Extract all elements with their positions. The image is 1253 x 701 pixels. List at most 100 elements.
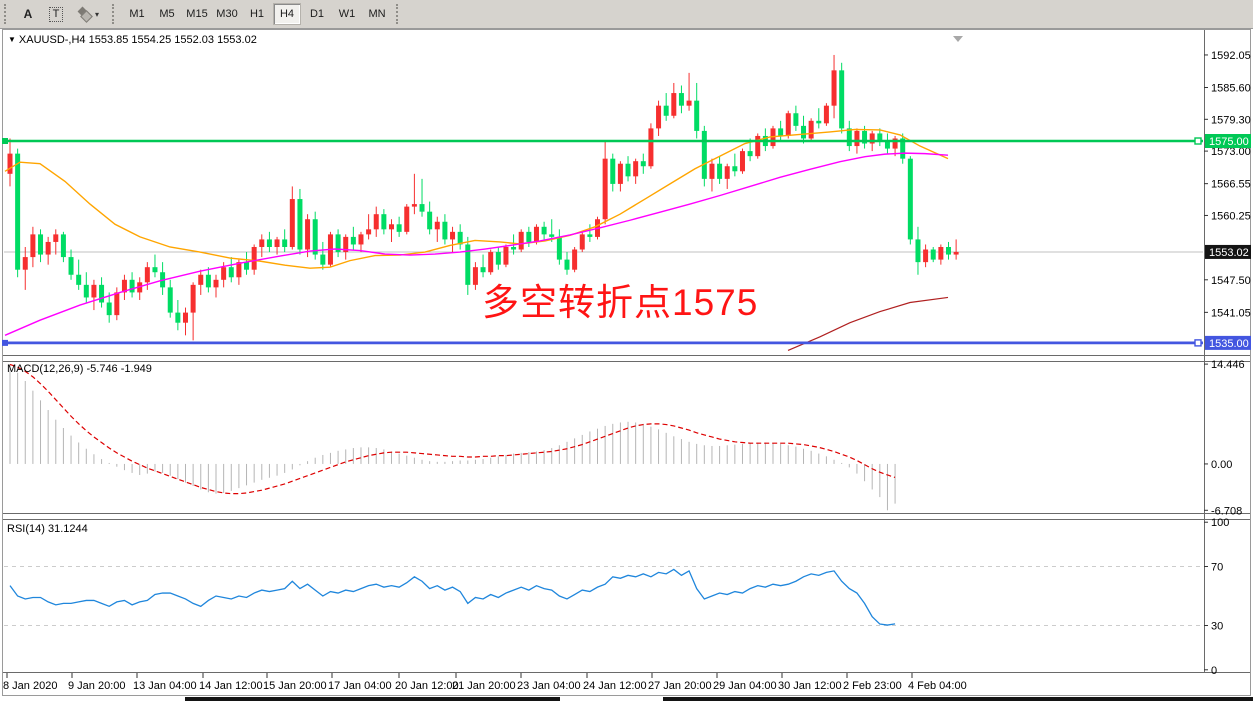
time-axis[interactable]: 8 Jan 2020 9 Jan 20:00 13 Jan 04:00 14 Jan … — [3, 673, 967, 692]
candle-down — [495, 252, 501, 265]
candle-down — [68, 257, 74, 275]
price-tick-label: 1585.60 — [1211, 83, 1251, 95]
candle-down — [205, 274, 211, 288]
candle-down — [526, 231, 532, 242]
candle-down — [465, 244, 471, 285]
candle-down — [175, 312, 181, 323]
price-pane[interactable] — [2, 36, 1203, 352]
candle-down — [511, 246, 517, 250]
time-axis-label: 17 Jan 04:00 — [328, 680, 392, 692]
candle-down — [816, 120, 822, 124]
chart-shift-marker-icon[interactable] — [953, 36, 963, 42]
candle-down — [846, 128, 852, 147]
candle-down — [930, 249, 936, 260]
time-axis-label: 27 Jan 20:00 — [648, 680, 712, 692]
price-tick-label: 1592.05 — [1211, 50, 1251, 62]
candle-down — [457, 231, 463, 245]
macd-name: MACD(12,26,9) — [7, 363, 84, 375]
current-price-badge[interactable] — [1205, 244, 1251, 259]
candle-down — [129, 279, 135, 293]
hline-anchor[interactable] — [2, 339, 8, 346]
candle-up — [22, 257, 28, 270]
candle-up — [274, 239, 280, 247]
symbol-ohlc-values: 1553.85 1554.25 1552.03 1553.02 — [88, 34, 257, 46]
timeframe-button-MN[interactable]: MN — [368, 8, 386, 20]
candle-up — [366, 229, 372, 235]
candle-up — [488, 252, 494, 273]
candle-up — [808, 120, 814, 139]
candle-up — [755, 135, 761, 157]
hline-anchor[interactable] — [2, 138, 8, 145]
candle-up — [114, 292, 120, 316]
candle-up — [251, 246, 257, 270]
price-tick-label: 1579.30 — [1211, 114, 1251, 126]
candle-down — [442, 221, 448, 240]
ma-slow-line — [4, 152, 949, 336]
candle-down — [152, 267, 158, 273]
candle-up — [221, 267, 227, 280]
hline-anchor[interactable] — [1194, 137, 1202, 145]
candle-up — [404, 206, 410, 232]
candle-down — [480, 267, 486, 273]
chart-text-annotation[interactable]: 多空转折点1575 — [482, 282, 759, 323]
toolbar-drag-handle[interactable] — [112, 4, 118, 24]
candle-down — [15, 153, 21, 270]
chart-frame — [2, 29, 1251, 696]
time-axis-label: 15 Jan 20:00 — [263, 680, 327, 692]
candle-down — [320, 254, 326, 265]
candle-up — [923, 249, 929, 263]
candle-up — [373, 214, 379, 230]
price-tick-label: 30 — [1211, 621, 1223, 633]
candle-down — [862, 130, 868, 144]
symbol-header: ▼ XAUUSD-,H4 1553.85 1554.25 1552.03 1553… — [8, 34, 257, 46]
text-label-tool-button[interactable]: T — [43, 3, 69, 26]
timeframe-button-D1[interactable]: D1 — [309, 8, 325, 20]
rsi-value: 31.1244 — [47, 523, 88, 535]
candle-down — [732, 166, 738, 172]
candle-down — [60, 234, 66, 258]
timeframe-button-M15[interactable]: M15 — [186, 8, 208, 20]
toolbar-drag-handle[interactable] — [4, 4, 10, 24]
level-price-badge-text: 1575.00 — [1209, 136, 1249, 148]
candle-up — [389, 224, 394, 230]
candle-up — [953, 251, 959, 255]
candle-down — [549, 234, 555, 237]
macd-pane[interactable] — [9, 363, 896, 511]
candle-down — [945, 246, 951, 255]
toolbar-drag-handle[interactable] — [396, 4, 402, 24]
collapse-triangle-icon[interactable]: ▼ — [8, 35, 16, 44]
timeframe-button-M1[interactable]: M1 — [129, 8, 145, 20]
price-scale[interactable]: 1592.05 1585.60 1579.30 1573.00 1566.55 1560.… — [1204, 50, 1251, 677]
candle-up — [411, 204, 417, 207]
candle-up — [579, 234, 585, 250]
price-tick-label: 1573.00 — [1211, 146, 1251, 158]
time-axis-label: 4 Feb 04:00 — [908, 680, 967, 692]
candle-up — [91, 284, 97, 298]
timeframe-button-H1[interactable]: H1 — [249, 8, 265, 20]
timeframe-button-H4[interactable]: H4 — [273, 3, 301, 25]
hline-anchor[interactable] — [1194, 339, 1202, 347]
rsi-pane[interactable] — [4, 565, 1203, 627]
current-price-badge-text: 1553.02 — [1209, 247, 1249, 259]
annotate-tool-button[interactable]: A — [23, 7, 33, 21]
level-price-badge[interactable] — [1205, 134, 1251, 149]
candle-up — [533, 226, 539, 242]
level-price-badge[interactable] — [1205, 335, 1251, 350]
price-tick-label: 0.00 — [1211, 459, 1232, 471]
toolbar: A T ▾ M1 M5 M15 M30 H1 H4 D1 W1 MN — [0, 0, 1253, 29]
candle-up — [7, 153, 13, 174]
candle-down — [778, 128, 784, 136]
colors-dropdown-button[interactable]: ▾ — [71, 3, 107, 26]
candle-up — [182, 312, 188, 323]
timeframe-button-W1[interactable]: W1 — [338, 8, 356, 20]
price-tick-label: 0 — [1211, 665, 1217, 677]
candle-up — [648, 128, 654, 167]
timeframe-button-M5[interactable]: M5 — [159, 8, 175, 20]
taskbar-edge — [185, 697, 560, 701]
candle-down — [381, 214, 387, 230]
candle-down — [541, 226, 547, 235]
candle-down — [350, 236, 356, 245]
candle-up — [823, 105, 829, 124]
timeframe-button-M30[interactable]: M30 — [216, 8, 238, 20]
